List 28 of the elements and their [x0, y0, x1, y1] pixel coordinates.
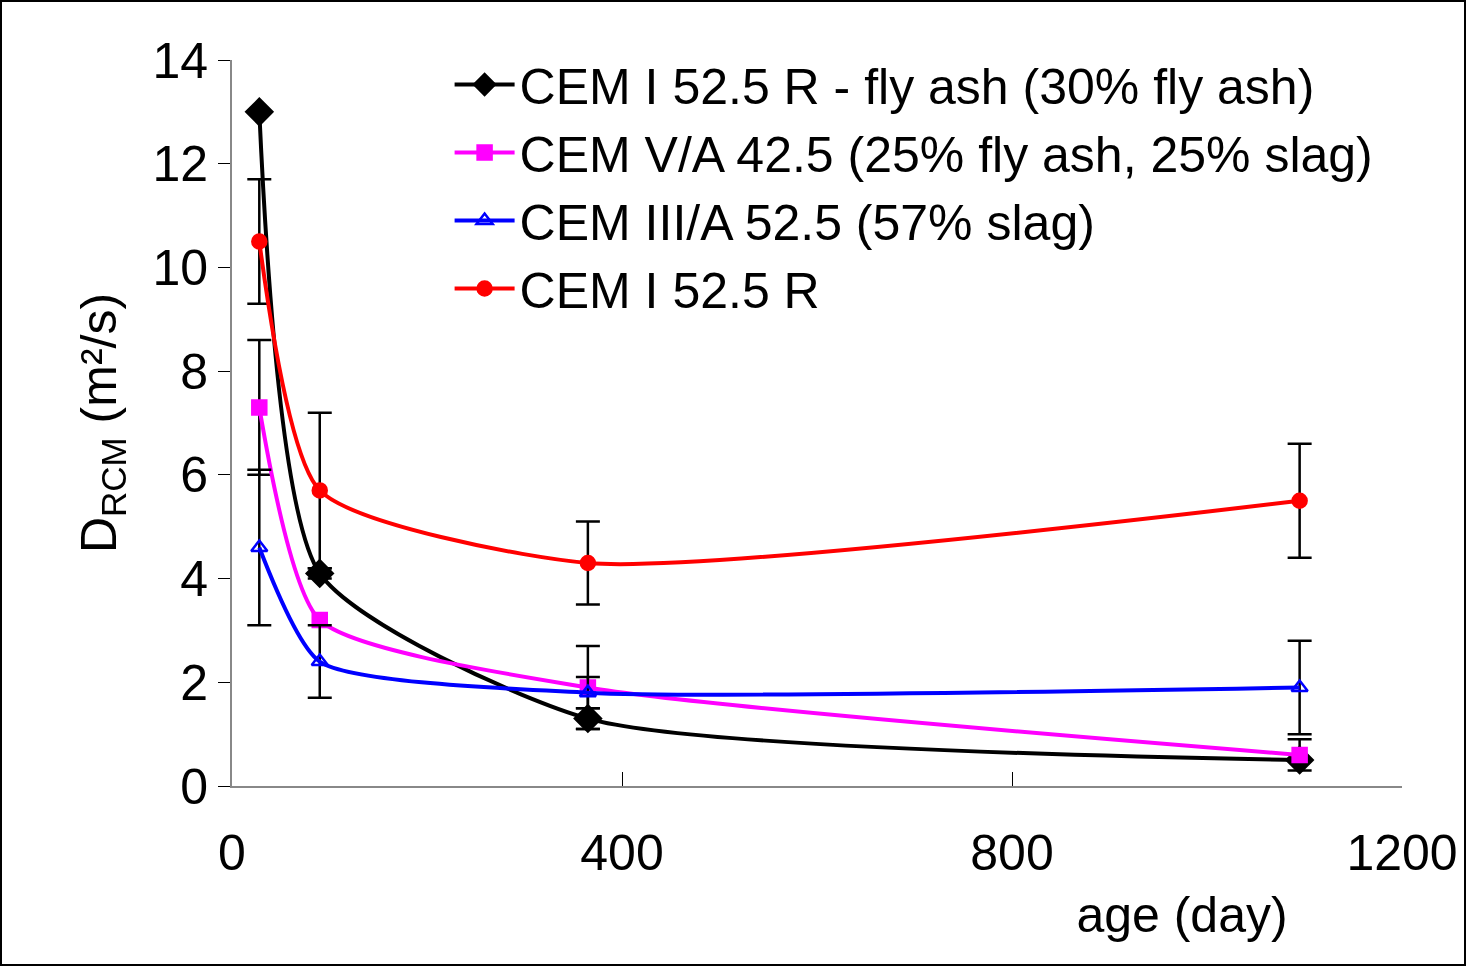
point: [245, 97, 274, 127]
y-tick-label: 6: [180, 447, 208, 504]
y-tick-label: 4: [180, 551, 208, 608]
point: [1291, 492, 1308, 510]
point: [578, 684, 598, 698]
y-tick-label: 12: [152, 136, 208, 193]
legend-label: CEM I 52.5 R - fly ash (30% fly ash): [519, 58, 1315, 115]
point: [305, 559, 334, 588]
legend-label: CEM V/A 42.5 (25% fly ash, 25% slag): [519, 126, 1373, 183]
y-tick-label: 14: [152, 32, 208, 89]
x-axis-title: age (day): [1076, 887, 1288, 943]
y-tick-label: 8: [180, 343, 208, 400]
y-tick-label: 2: [180, 654, 208, 711]
y-tick-label: 0: [180, 758, 208, 815]
x-tick-label: 1200: [1346, 825, 1458, 881]
y-tick-label: 10: [152, 239, 208, 296]
point: [251, 399, 268, 416]
x-tick-label: 800: [970, 825, 1054, 881]
point: [249, 539, 269, 553]
x-tick-label: 400: [580, 825, 664, 881]
point: [310, 653, 330, 667]
x-tick-label: 0: [218, 825, 246, 881]
legend-label: CEM I 52.5 R: [519, 262, 820, 319]
point: [1290, 679, 1309, 693]
point: [311, 482, 328, 499]
point: [251, 233, 268, 250]
legend-label: CEM III/A 52.5 (57% slag): [519, 194, 1095, 251]
point: [579, 554, 597, 572]
